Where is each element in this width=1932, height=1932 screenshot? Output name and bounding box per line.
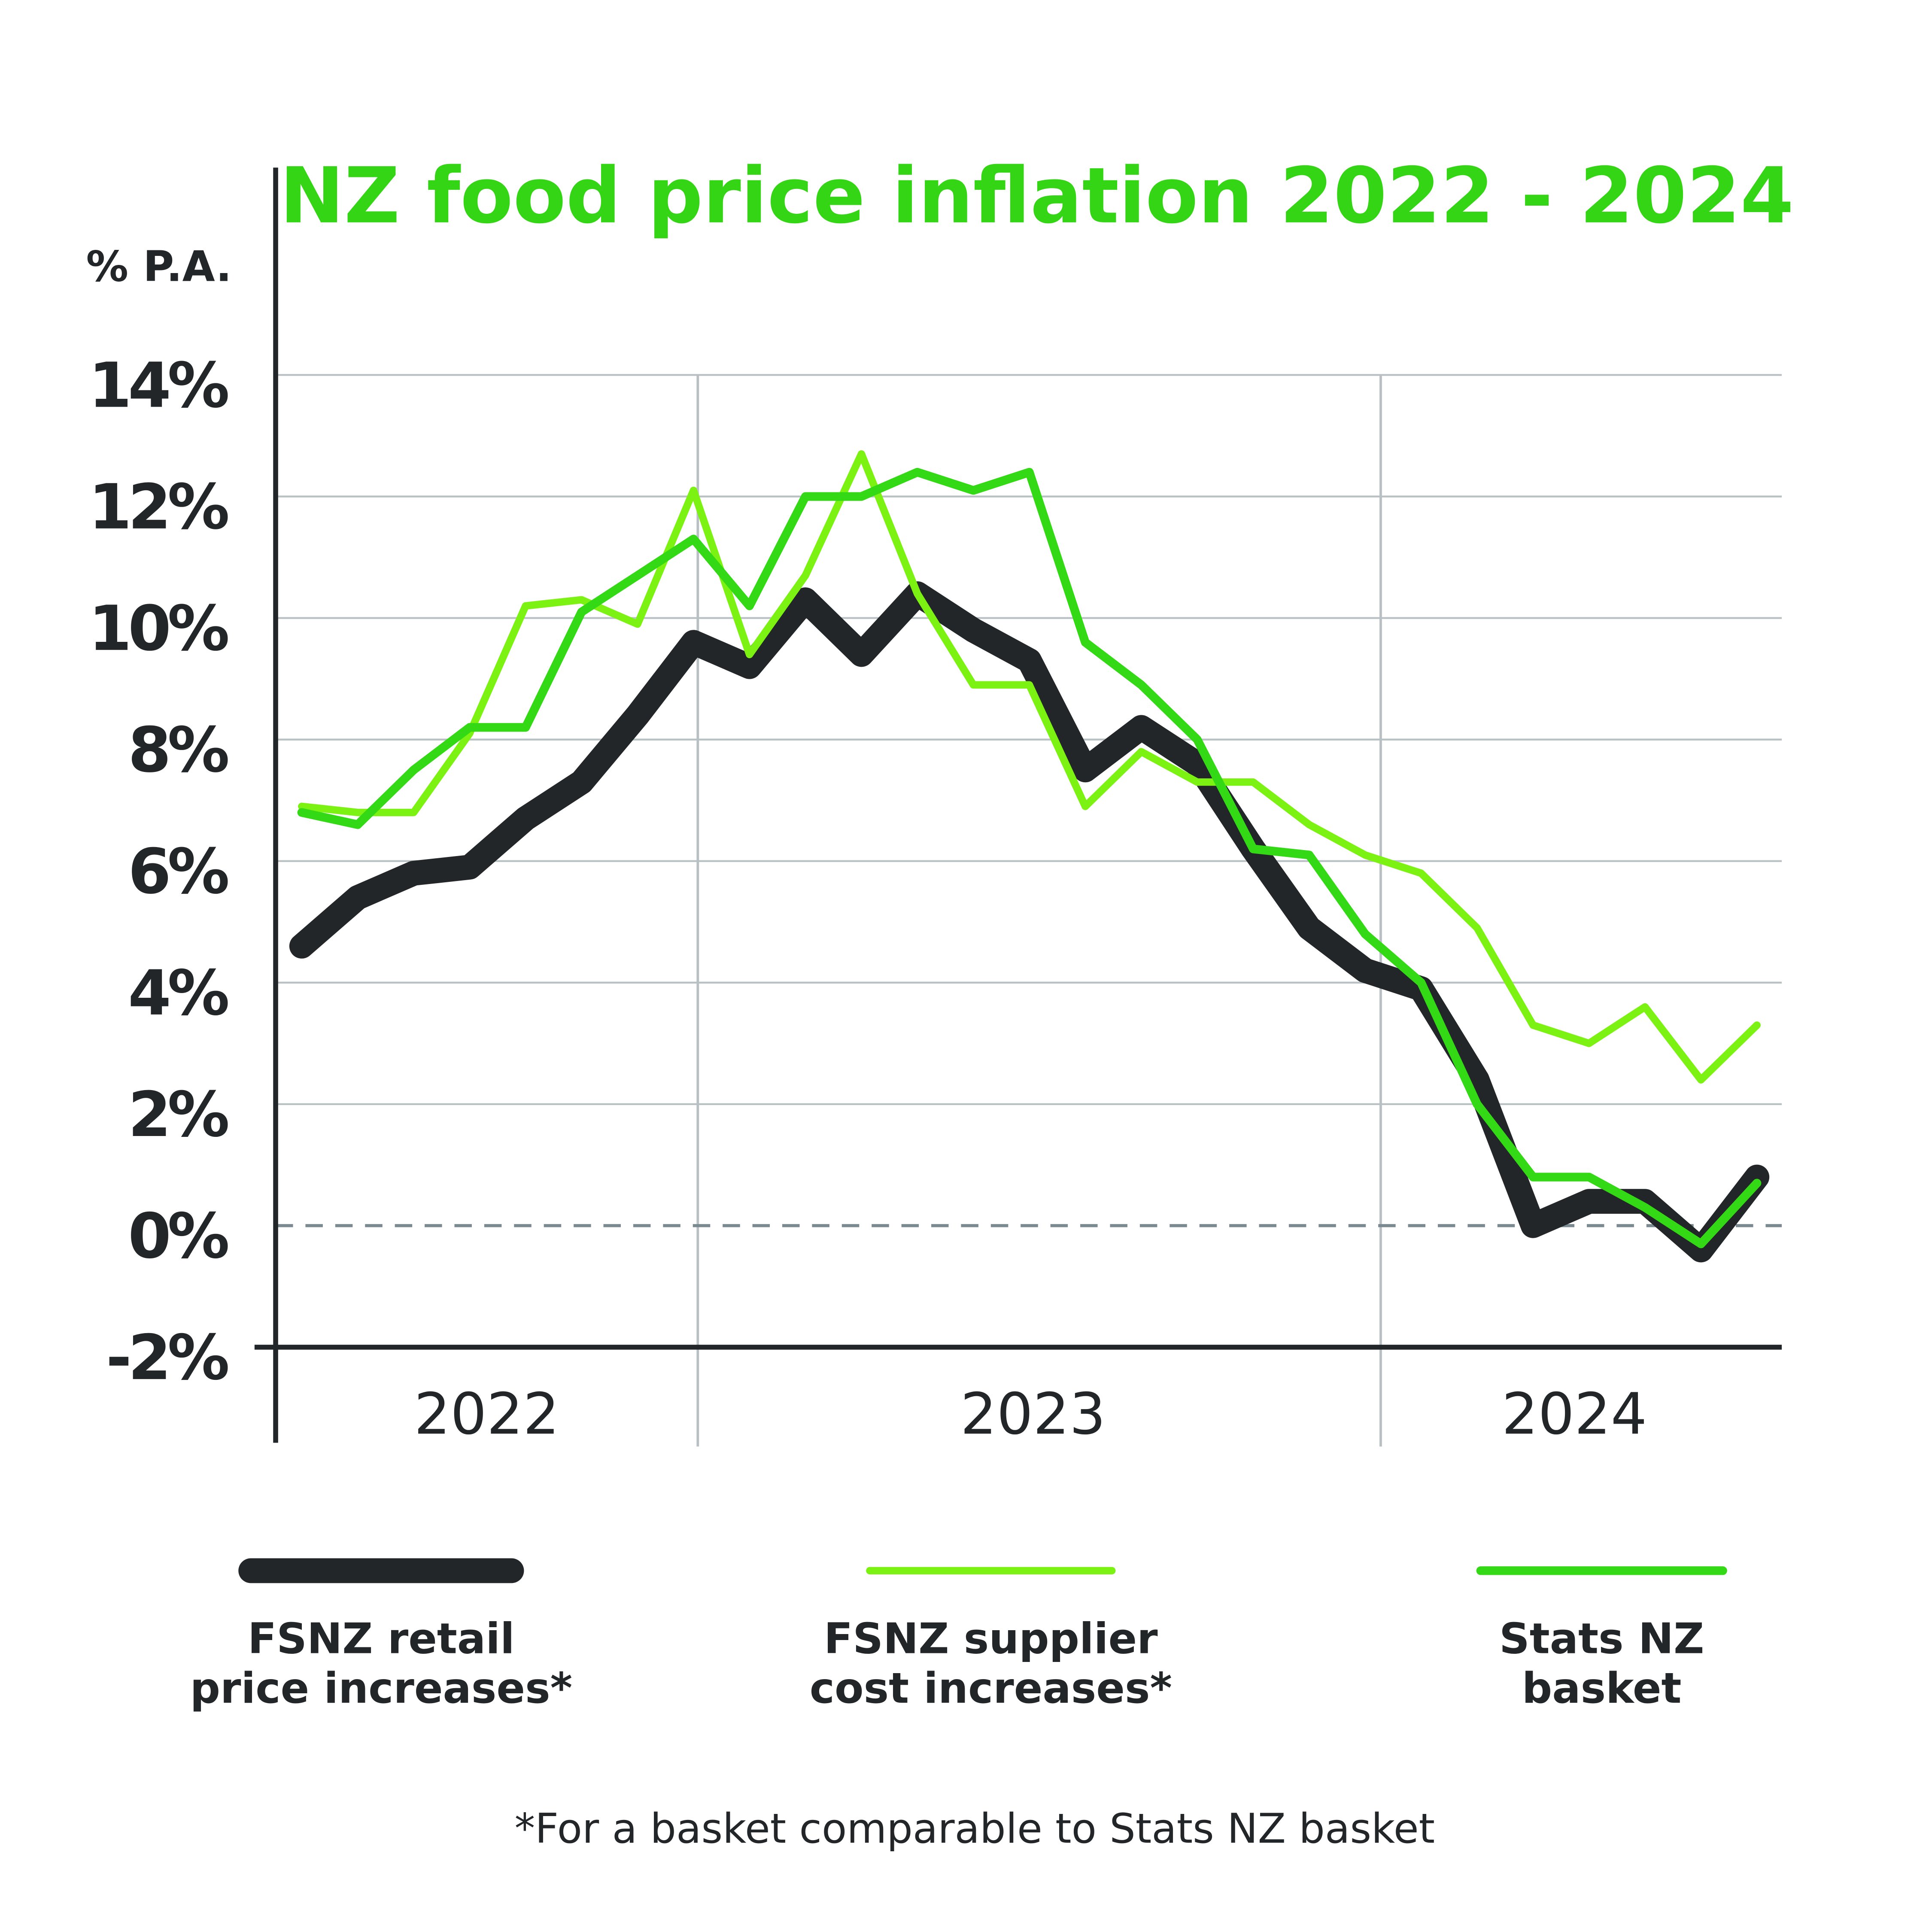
year-label: 2024 [1502, 1381, 1647, 1447]
y-tick-label: -2% [106, 1322, 228, 1394]
series-line [298, 450, 1761, 1084]
y-tick-label: 0% [128, 1200, 228, 1273]
y-tick-label: 6% [128, 836, 228, 908]
chart-title: NZ food price inflation 2022 - 2024 [279, 152, 1794, 241]
legend-label-line: cost increases* [810, 1664, 1172, 1713]
legend-label: FSNZ supplier cost increases* [810, 1614, 1172, 1713]
year-label: 2022 [414, 1381, 559, 1447]
y-axis-label: % P.A. [86, 242, 232, 291]
legend-label-line: price increases* [190, 1664, 572, 1713]
legend-label-line: basket [1522, 1664, 1682, 1713]
series-line [297, 468, 1762, 1249]
legend-label-line: Stats NZ [1499, 1614, 1704, 1663]
y-tick-label: 10% [88, 593, 228, 665]
legend-label-line: FSNZ retail [248, 1614, 515, 1663]
year-label: 2023 [960, 1381, 1106, 1447]
legend-label: FSNZ retail price increases* [190, 1614, 572, 1713]
legend-label-line: FSNZ supplier [824, 1614, 1158, 1663]
series-line [289, 581, 1770, 1263]
y-tick-label: 12% [88, 471, 228, 544]
legend-label: Stats NZ basket [1499, 1614, 1704, 1713]
y-tick-label: 2% [128, 1079, 228, 1151]
y-tick-label: 14% [88, 350, 228, 422]
footnote: *For a basket comparable to Stats NZ bas… [514, 1804, 1435, 1853]
y-tick-label: 8% [128, 714, 228, 787]
y-tick-label: 4% [128, 957, 228, 1030]
